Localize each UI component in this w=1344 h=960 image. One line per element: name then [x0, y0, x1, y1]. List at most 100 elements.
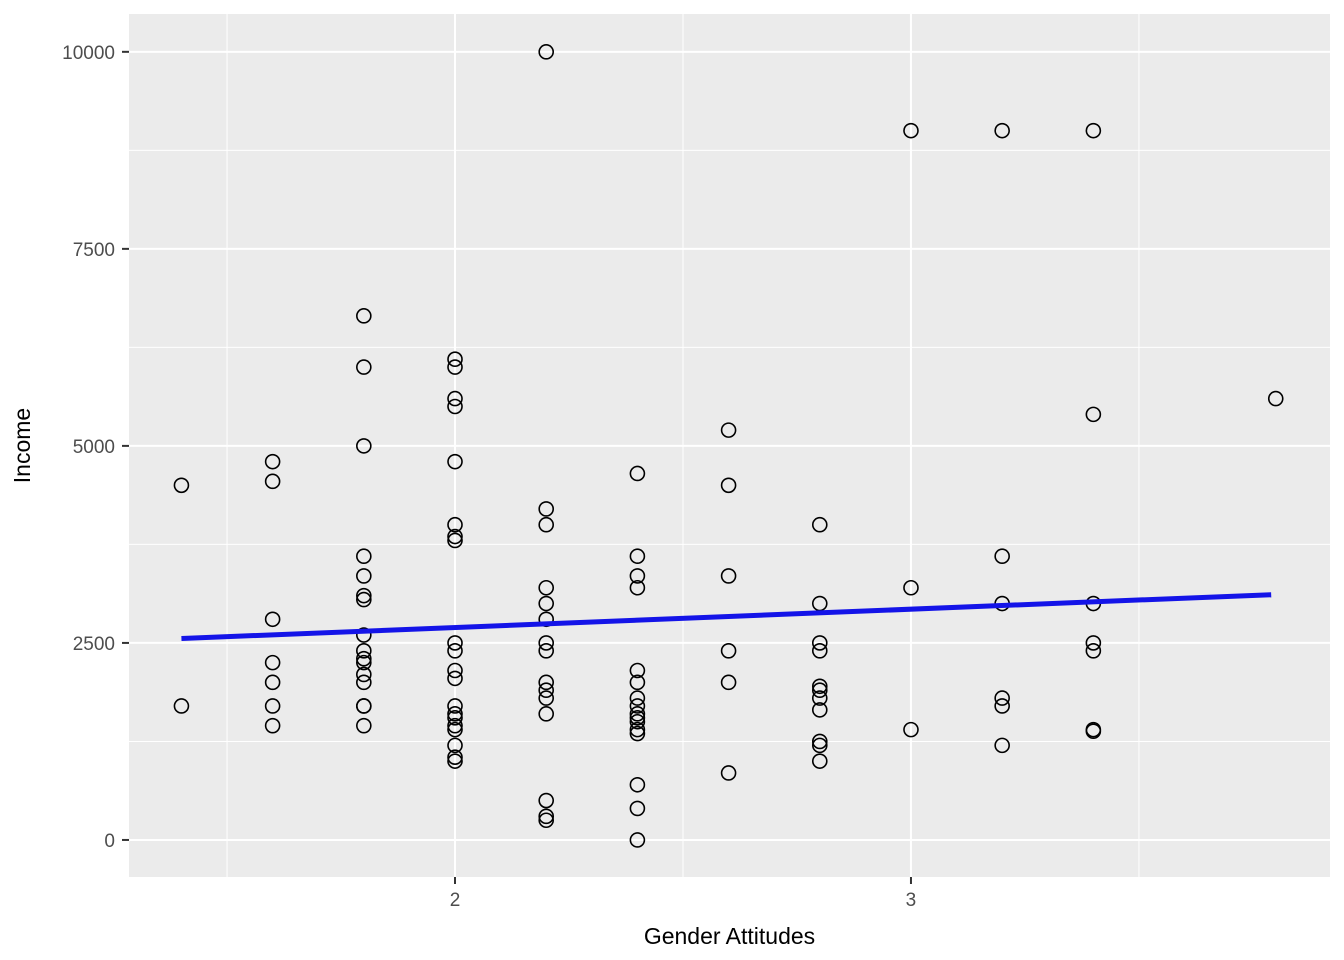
data-point [538, 682, 555, 699]
data-point [356, 627, 372, 643]
data-point [811, 678, 828, 695]
data-point [356, 717, 372, 734]
data-point [538, 579, 555, 596]
data-point [720, 568, 737, 584]
data-point [629, 698, 646, 714]
data-point [720, 765, 737, 781]
x-axis-title: Gender Attitudes [644, 923, 815, 949]
data-point [447, 359, 463, 375]
data-point [538, 792, 555, 809]
data-point [629, 674, 646, 691]
y-axis-tick-label: 10000 [62, 43, 115, 64]
data-point [264, 473, 281, 490]
data-point [356, 587, 372, 604]
data-point [811, 690, 828, 706]
data-point [1085, 643, 1102, 659]
data-point [447, 643, 463, 659]
data-point [629, 721, 646, 738]
data-point [994, 548, 1010, 565]
y-axis-title: Income [9, 408, 35, 483]
data-point [994, 737, 1010, 754]
data-point [629, 548, 646, 565]
data-point [447, 749, 463, 766]
data-point [447, 709, 463, 726]
data-point [903, 721, 919, 738]
data-point [264, 698, 281, 714]
data-point [538, 516, 555, 533]
data-point [264, 717, 281, 734]
data-point [538, 44, 555, 60]
data-point [356, 438, 372, 454]
data-point [1267, 390, 1284, 407]
data-point [538, 812, 555, 829]
y-axis-tick-label: 0 [104, 831, 115, 852]
data-point [1085, 635, 1102, 651]
data-point [356, 698, 372, 714]
data-point [629, 800, 646, 817]
data-point [447, 390, 463, 407]
data-point [356, 666, 372, 683]
data-point [629, 832, 646, 848]
data-point [994, 122, 1010, 139]
data-point [629, 568, 646, 584]
data-point [720, 422, 737, 438]
data-point [356, 654, 372, 671]
data-point [903, 579, 919, 596]
data-point [264, 611, 281, 628]
trend-line [181, 592, 1272, 642]
data-point [1085, 122, 1102, 139]
data-point [811, 737, 828, 754]
data-point [173, 477, 190, 494]
data-point [447, 516, 463, 533]
data-point [811, 682, 828, 699]
data-point [356, 568, 372, 584]
data-point [538, 595, 555, 612]
data-point [720, 477, 737, 494]
y-axis-tick-label: 7500 [73, 240, 115, 261]
data-point [356, 674, 372, 691]
data-point [356, 548, 372, 565]
data-point [447, 753, 463, 769]
data-point [447, 721, 463, 738]
data-point [264, 654, 281, 671]
data-point [538, 501, 555, 517]
data-point [994, 690, 1010, 706]
data-point [447, 453, 463, 470]
data-point [356, 308, 372, 324]
data-point [447, 706, 463, 722]
data-point [447, 717, 463, 734]
data-point [538, 706, 555, 722]
data-point [811, 516, 828, 533]
data-point [720, 674, 737, 691]
data-point [629, 725, 646, 742]
data-point [264, 453, 281, 470]
data-point [629, 713, 646, 730]
data-point [356, 650, 372, 667]
data-point [356, 591, 372, 608]
data-point [447, 398, 463, 415]
data-point [629, 709, 646, 726]
data-point [994, 698, 1010, 714]
data-point [447, 532, 463, 549]
data-point [1085, 406, 1102, 423]
data-point [1085, 723, 1102, 739]
data-point [629, 579, 646, 596]
data-point [629, 662, 646, 679]
data-point [538, 635, 555, 651]
data-point [447, 670, 463, 687]
x-axis-tick-label: 2 [450, 890, 461, 911]
data-point [811, 753, 828, 769]
data-point [447, 528, 463, 545]
data-point [629, 776, 646, 793]
data-point [629, 690, 646, 706]
data-point [538, 690, 555, 706]
data-point [447, 635, 463, 651]
data-point [629, 706, 646, 722]
data-point [356, 643, 372, 659]
y-axis-tick-label: 2500 [73, 634, 115, 655]
data-point [264, 674, 281, 691]
data-point [903, 122, 919, 139]
x-axis-tick-label: 3 [906, 890, 917, 911]
